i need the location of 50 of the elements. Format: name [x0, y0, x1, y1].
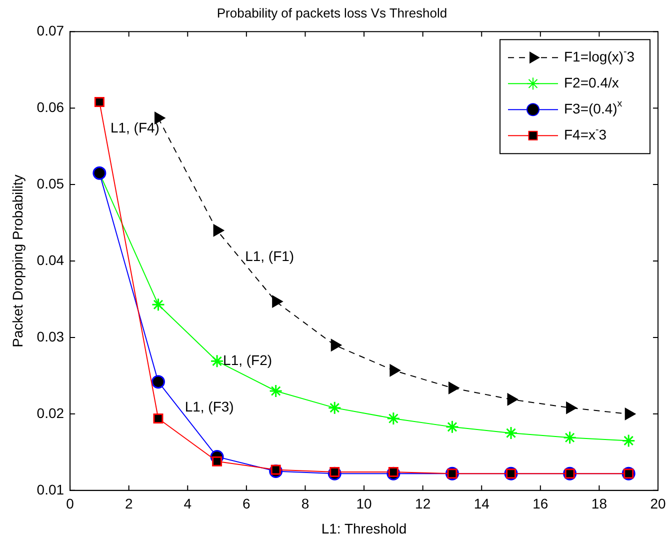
x-tick-label: 16 [532, 496, 548, 512]
point [328, 401, 342, 415]
point [269, 384, 283, 398]
x-tick-label: 2 [124, 496, 133, 512]
point [507, 393, 518, 406]
y-tick-label: 0.05 [36, 175, 64, 192]
annotation: L1, (F4) [110, 120, 160, 136]
x-tick-label: 8 [301, 496, 310, 512]
y-tick-label: 0.03 [36, 328, 64, 344]
point [153, 414, 164, 424]
y-tick-label: 0.07 [36, 22, 64, 38]
point [210, 354, 224, 368]
point [94, 96, 104, 107]
point [212, 456, 222, 466]
legend-label: F4=x-3 [564, 124, 607, 142]
point [386, 412, 400, 426]
point [622, 434, 636, 448]
point [566, 402, 577, 414]
annotation: L1, (F2) [223, 352, 272, 368]
y-tick-label: 0.04 [36, 252, 64, 268]
chart-title: Probability of packets loss Vs Threshold [216, 5, 448, 20]
legend-label: F2=0.4/x [564, 74, 619, 90]
point [504, 426, 518, 440]
point [563, 430, 577, 444]
point [390, 364, 400, 376]
annotation: L1, (F1) [245, 248, 294, 264]
point [272, 296, 283, 308]
y-axis-title: Packet Dropping Probability [9, 174, 26, 348]
x-tick-label: 0 [66, 496, 74, 512]
x-axis-title: L1: Threshold [321, 520, 407, 536]
point [448, 382, 459, 394]
x-tick-label: 6 [242, 496, 251, 512]
point [151, 375, 165, 389]
y-tick-label: 0.02 [36, 404, 64, 421]
point [445, 420, 459, 434]
point [154, 112, 165, 124]
x-tick-label: 18 [591, 496, 608, 512]
x-tick-label: 14 [474, 496, 490, 512]
legend-label: F1=log(x)-3 [564, 46, 635, 64]
x-tick-label: 12 [415, 496, 431, 512]
x-tick-label: 10 [356, 496, 372, 512]
point [151, 298, 165, 312]
point [213, 224, 224, 236]
point [330, 339, 342, 352]
y-tick-label: 0.01 [36, 481, 64, 498]
y-tick-label: 0.06 [36, 98, 64, 115]
x-tick-label: 4 [184, 496, 192, 512]
annotation: L1, (F3) [184, 398, 234, 415]
point [624, 408, 636, 420]
x-tick-label: 20 [650, 496, 666, 512]
